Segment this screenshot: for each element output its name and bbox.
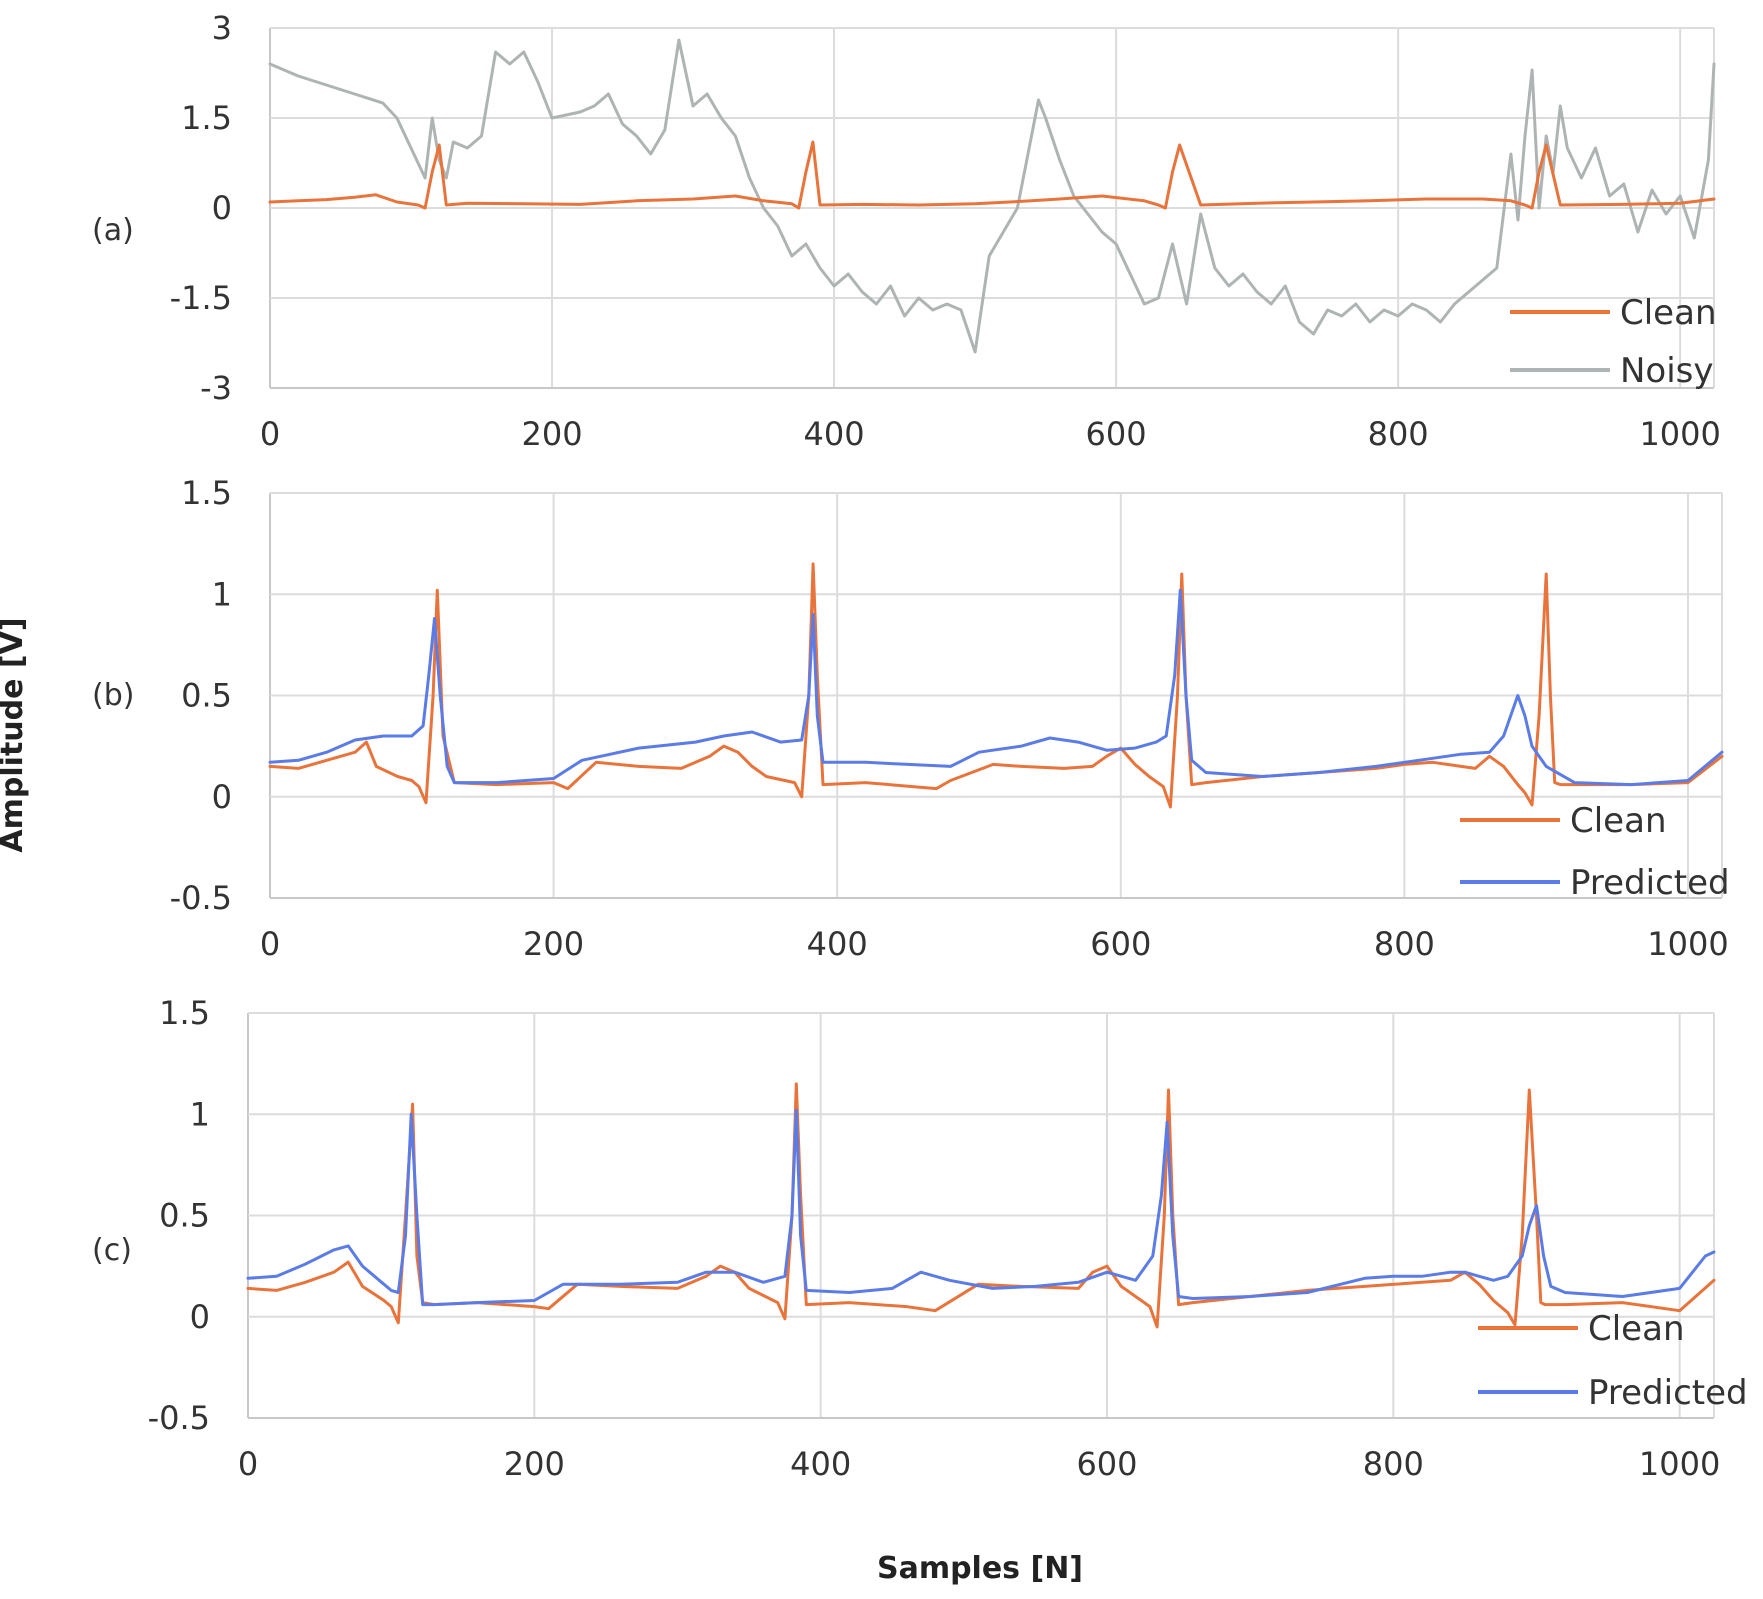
panel-2-series-clean-line [268, 562, 1724, 809]
panel-2-y-tick-label: 0.5 [181, 677, 232, 715]
panel-1-series-noisy-line [268, 38, 1716, 354]
panel-3-x-tick-label: 200 [504, 1445, 565, 1483]
panel-2-legend-label-predicted: Predicted [1570, 863, 1730, 903]
panel-1-y-tick-label: 3 [212, 9, 232, 47]
panel-1-x-tick-label: 600 [1086, 415, 1147, 453]
panel-3-y-tick-label: -0.5 [148, 1399, 210, 1437]
panel-3-x-tick-label: 800 [1363, 1445, 1424, 1483]
panel-1-x-tick-label: 200 [521, 415, 582, 453]
panel-3-legend-label-predicted: Predicted [1588, 1373, 1748, 1413]
panel-3-y-tick-label: 1 [190, 1095, 210, 1133]
panel-3-x-tick-label: 600 [1076, 1445, 1137, 1483]
panel-2-x-tick-label: 400 [807, 925, 868, 963]
panel-3-y-tick-label: 1.5 [159, 994, 210, 1032]
panel-1-x-tick-label: 0 [260, 415, 280, 453]
panel-1-y-tick-label: 0 [212, 189, 232, 227]
panel-3-series-predicted-line [246, 1108, 1716, 1307]
panel-2-y-tick-label: 0 [212, 778, 232, 816]
panel-2-x-tick-label: 1000 [1647, 925, 1728, 963]
panel-2-legend-label-clean: Clean [1570, 801, 1667, 841]
panel-3-y-tick-label: 0 [190, 1298, 210, 1336]
panel-1-panel-label: (a) [92, 213, 134, 248]
panel-3-series-clean-line [246, 1082, 1716, 1329]
panel-3-panel-label: (c) [92, 1233, 132, 1268]
panel-1-x-tick-label: 800 [1368, 415, 1429, 453]
panel-2-panel-label: (b) [92, 678, 134, 713]
panel-3-x-tick-label: 1000 [1639, 1445, 1720, 1483]
panel-3-y-tick-label: 0.5 [159, 1197, 210, 1235]
panel-3-x-tick-label: 0 [238, 1445, 258, 1483]
panel-1-series-clean-line [268, 140, 1716, 210]
panel-2-y-tick-label: -0.5 [170, 879, 232, 917]
panel-2-x-tick-label: 800 [1374, 925, 1435, 963]
panel-1-legend-label-clean: Clean [1620, 293, 1717, 333]
panel-1-y-tick-label: -1.5 [170, 279, 232, 317]
panel-2-x-tick-label: 0 [260, 925, 280, 963]
panel-2-x-tick-label: 200 [523, 925, 584, 963]
panel-2-y-tick-label: 1.5 [181, 474, 232, 512]
panel-3-x-tick-label: 400 [790, 1445, 851, 1483]
panel-2-series-predicted-line [268, 588, 1724, 787]
panel-1-x-tick-label: 400 [804, 415, 865, 453]
panel-2-y-tick-label: 1 [212, 575, 232, 613]
panel-3-legend-label-clean: Clean [1588, 1309, 1685, 1349]
panel-1-y-tick-label: 1.5 [181, 99, 232, 137]
panel-1-y-tick-label: -3 [200, 369, 232, 407]
panel-2-x-tick-label: 600 [1090, 925, 1151, 963]
x-axis-title: Samples [N] [877, 1551, 1083, 1586]
y-axis-title: Amplitude [V] [0, 617, 30, 852]
panel-1-legend-label-noisy: Noisy [1620, 351, 1714, 391]
panel-1-x-tick-label: 1000 [1639, 415, 1720, 453]
